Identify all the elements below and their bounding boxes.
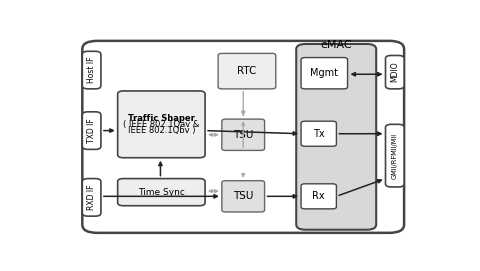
Text: MDIO: MDIO xyxy=(390,62,399,82)
FancyBboxPatch shape xyxy=(83,51,101,89)
FancyBboxPatch shape xyxy=(118,179,205,206)
Text: TXD IF: TXD IF xyxy=(87,118,96,143)
FancyBboxPatch shape xyxy=(83,179,101,216)
Text: ( IEEE 802.1Qav &: ( IEEE 802.1Qav & xyxy=(123,120,200,129)
FancyBboxPatch shape xyxy=(118,91,205,158)
Text: RXD IF: RXD IF xyxy=(87,185,96,210)
Text: Tx: Tx xyxy=(313,129,324,139)
Text: TSU: TSU xyxy=(233,191,253,201)
FancyBboxPatch shape xyxy=(222,119,264,150)
FancyBboxPatch shape xyxy=(222,181,264,212)
FancyBboxPatch shape xyxy=(385,124,404,187)
FancyBboxPatch shape xyxy=(301,121,336,146)
Text: RTC: RTC xyxy=(237,66,257,76)
Text: IEEE 802.1Qbv ): IEEE 802.1Qbv ) xyxy=(128,126,195,135)
FancyBboxPatch shape xyxy=(385,56,404,89)
Text: Host IF: Host IF xyxy=(87,57,96,83)
Text: eMAC: eMAC xyxy=(320,40,352,50)
Text: Rx: Rx xyxy=(312,191,325,201)
Text: TSU: TSU xyxy=(233,130,253,140)
Text: GMII/RFMII/MII: GMII/RFMII/MII xyxy=(392,133,398,179)
Text: Mgmt: Mgmt xyxy=(310,68,338,78)
FancyBboxPatch shape xyxy=(301,184,336,209)
FancyBboxPatch shape xyxy=(83,41,404,233)
FancyBboxPatch shape xyxy=(218,53,276,89)
Text: Traffic Shaper: Traffic Shaper xyxy=(128,114,195,122)
FancyBboxPatch shape xyxy=(301,57,348,89)
FancyBboxPatch shape xyxy=(83,112,101,149)
Text: Time Sync: Time Sync xyxy=(138,188,185,197)
FancyBboxPatch shape xyxy=(296,44,376,230)
